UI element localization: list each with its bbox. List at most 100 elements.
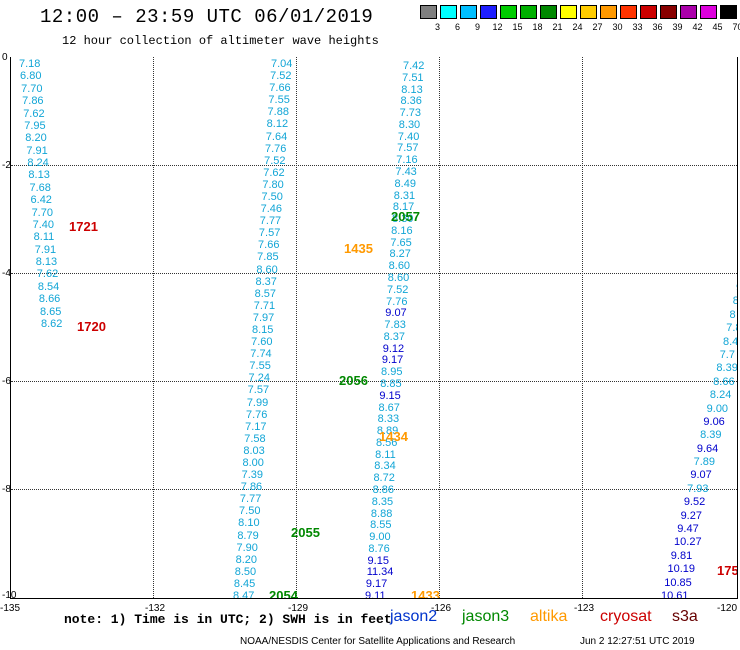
wave-height-label: 7.62 <box>263 166 285 179</box>
wave-height-label: 8.56 <box>375 436 398 449</box>
wave-height-label: 8.39 <box>716 362 738 375</box>
wave-height-label: 7.57 <box>397 142 419 155</box>
legend-swatch <box>600 5 617 19</box>
wave-height-label: 7.42 <box>403 60 425 72</box>
wave-height-label: 9.07 <box>385 307 407 320</box>
wave-height-label: 8.57 <box>254 287 276 300</box>
wave-height-label: 8.4 <box>722 335 738 348</box>
legend-level-label: 24 <box>572 22 583 32</box>
legend-level-label: 15 <box>512 22 523 32</box>
wave-height-label: 7.86 <box>22 95 44 108</box>
wave-height-label: 7.18 <box>19 58 41 70</box>
wave-height-label: 8.12 <box>266 118 289 131</box>
y-tick-label: -2 <box>2 160 11 171</box>
wave-height-label: 11.34 <box>366 566 394 579</box>
legend-swatch <box>440 5 457 19</box>
wave-height-label: 7.90 <box>236 541 258 554</box>
pass-time-label: 1720 <box>77 319 106 334</box>
wave-height-label: 7.65 <box>390 236 412 249</box>
wave-height-label: 9.27 <box>680 509 702 522</box>
wave-height-label: 7.46 <box>260 203 283 216</box>
legend-swatch <box>720 5 737 19</box>
wave-height-label: 7.64 <box>265 130 288 143</box>
pass-time-label: 175 <box>717 563 738 578</box>
wave-height-label: 8.36 <box>400 95 422 108</box>
wave-height-label: 7.50 <box>239 505 261 518</box>
wave-height-label: 8.30 <box>398 118 421 131</box>
wave-height-label: 7.52 <box>386 283 409 296</box>
grid-line-lon <box>153 57 154 598</box>
legend-level-label: 30 <box>612 22 623 32</box>
legend-level-label: 12 <box>492 22 503 32</box>
wave-height-label: 7.77 <box>259 215 282 228</box>
map-plot-area[interactable]: 7.18 6.80 7.70 7.86 7.62 7.95 8.20 7.91 8.24 8.13… <box>10 57 738 599</box>
wave-height-label: 8.55 <box>370 519 392 532</box>
wave-height-label: 8.39 <box>700 429 722 442</box>
wave-height-label: 10.61 <box>661 590 689 599</box>
y-tick-label: -6 <box>2 376 11 387</box>
wave-height-label: 9.00 <box>706 402 729 415</box>
wave-height-label: 8.66 <box>38 293 61 306</box>
legend-swatch <box>560 5 577 19</box>
legend-swatch <box>680 5 697 19</box>
wave-height-label: 7.62 <box>36 268 59 281</box>
legend-level-label: 70 <box>732 22 740 32</box>
legend-swatch <box>640 5 657 19</box>
wave-height-label: 8.60 <box>388 260 411 273</box>
wave-height-label: 7.83 <box>384 319 406 332</box>
wave-height-label: 8.31 <box>393 189 416 202</box>
wave-height-label: 8.30 <box>392 213 414 226</box>
footnote: note: 1) Time is in UTC; 2) SWH is in fe… <box>64 612 392 627</box>
wave-height-label: 8.62 <box>41 318 63 330</box>
legend-swatch <box>620 5 637 19</box>
wave-height-label: 7.40 <box>397 130 420 143</box>
wave-height-label: 9.81 <box>670 549 693 562</box>
wave-height-label: 7.51 <box>402 71 424 84</box>
wave-height-label: 8.37 <box>383 330 405 343</box>
wave-height-label: 7.52 <box>264 154 286 167</box>
wave-height-label: 8.13 <box>28 169 50 182</box>
wave-height-label: 9.15 <box>379 389 401 402</box>
wave-height-label: 8.03 <box>243 444 265 457</box>
wave-height-label: 7.58 <box>244 432 266 445</box>
wave-height-label: 8.24 <box>709 389 732 402</box>
wave-height-label: 8.34 <box>374 460 396 473</box>
wave-height-label: 7.16 <box>396 154 418 167</box>
x-tick-label: -132 <box>145 603 166 614</box>
wave-height-label: 7.57 <box>258 227 281 240</box>
x-tick-label: -135 <box>0 603 21 614</box>
legend-swatch <box>480 5 497 19</box>
wave-height-label: 7.70 <box>21 82 43 95</box>
x-tick-label: -129 <box>288 603 309 614</box>
wave-height-label: 8.11 <box>375 448 396 461</box>
grid-line-lat <box>11 165 737 166</box>
wave-height-label: 9.64 <box>696 442 719 455</box>
wave-height-label: 8.13 <box>401 83 423 96</box>
wave-height-label: 7.77 <box>239 493 262 506</box>
credit-line: NOAA/NESDIS Center for Satellite Applica… <box>240 636 516 647</box>
legend-swatch <box>540 5 557 19</box>
wave-height-label: 8.37 <box>255 275 277 288</box>
wave-height-label: 9.00 <box>369 531 391 544</box>
wave-height-label: 7.91 <box>34 243 57 256</box>
page-subtitle: 12 hour collection of altimeter wave hei… <box>62 34 379 48</box>
wave-height-label: 9.47 <box>677 523 699 536</box>
legend-level-label: 27 <box>592 22 603 32</box>
legend-jason3: jason3 <box>462 608 510 625</box>
wave-height-label: 6.42 <box>30 194 52 207</box>
wave-height-label: 7.85 <box>257 251 279 264</box>
legend-swatch <box>520 5 537 19</box>
wave-height-label: 7.17 <box>245 420 267 433</box>
grid-line-lat <box>11 381 737 382</box>
wave-height-label: 7.66 <box>258 239 280 252</box>
grid-line-lon <box>439 57 440 598</box>
pass-time-label: 2056 <box>339 373 368 388</box>
wave-height-label: 8.11 <box>33 231 55 244</box>
wave-height-label: 7.43 <box>395 166 417 178</box>
x-tick-label: -123 <box>574 603 595 614</box>
wave-height-label: 8.67 <box>378 401 400 414</box>
legend-swatch <box>700 5 717 19</box>
legend-swatch <box>460 5 477 19</box>
y-tick-label: 0 <box>2 52 8 63</box>
wave-height-label: 9.17 <box>381 354 404 367</box>
